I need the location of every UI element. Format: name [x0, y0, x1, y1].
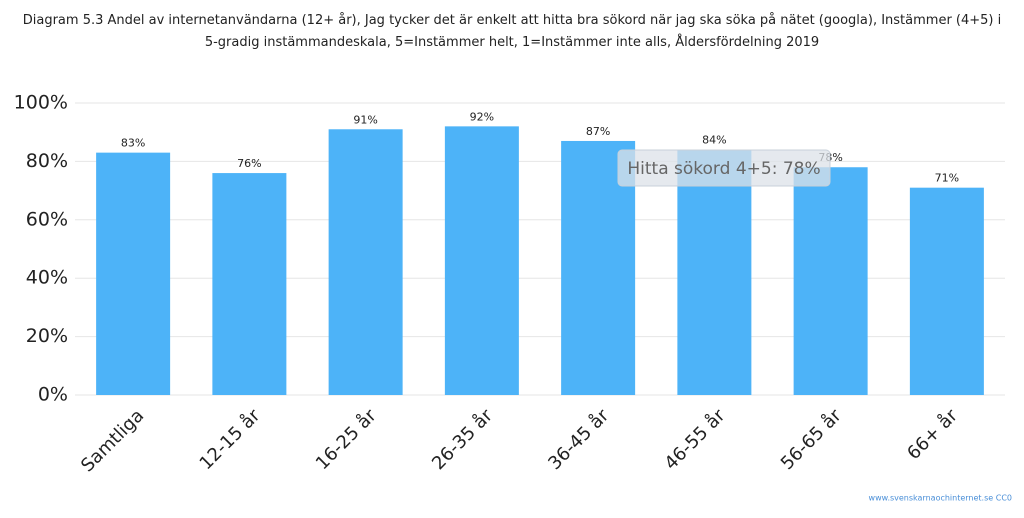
- value-label: 76%: [237, 157, 261, 170]
- tooltip-text: Hitta sökord 4+5: 78%: [627, 159, 820, 179]
- value-label: 87%: [586, 125, 610, 138]
- x-tick-label: 12-15 år: [196, 405, 265, 474]
- value-label: 84%: [702, 134, 726, 147]
- tooltip: Hitta sökord 4+5: 78%: [617, 149, 831, 187]
- value-label: 71%: [935, 172, 959, 185]
- bar: [677, 149, 752, 395]
- source: www.svenskarnaochinternet.se CC0: [869, 494, 1012, 503]
- y-tick-label: 0%: [38, 384, 68, 406]
- x-tick-label: 36-45 år: [544, 405, 613, 474]
- x-tick-label: 66+ år: [903, 405, 962, 464]
- bar: [96, 152, 171, 395]
- x-tick-label: 56-65 år: [777, 405, 846, 474]
- y-tick-label: 20%: [26, 325, 68, 347]
- bar: [909, 187, 984, 395]
- value-label: 91%: [353, 113, 377, 126]
- bar: [212, 173, 287, 395]
- bar: [328, 129, 403, 395]
- value-label: 83%: [121, 137, 145, 150]
- x-tick-label: 26-35 år: [428, 405, 497, 474]
- x-tick-label: 16-25 år: [312, 405, 381, 474]
- tooltip-box: [617, 149, 831, 187]
- chart-title: Diagram 5.3 Andel av internetanvändarna …: [22, 13, 1002, 50]
- x-tick-label: Samtliga: [77, 405, 148, 476]
- bar: [444, 126, 519, 396]
- y-tick-label: 80%: [26, 150, 68, 172]
- y-tick-label: 60%: [26, 208, 68, 230]
- x-tick-label: 46-55 år: [661, 405, 730, 474]
- y-tick-label: 100%: [14, 92, 68, 114]
- y-tick-label: 40%: [26, 267, 68, 289]
- value-label: 92%: [470, 110, 494, 123]
- bar: [793, 167, 868, 395]
